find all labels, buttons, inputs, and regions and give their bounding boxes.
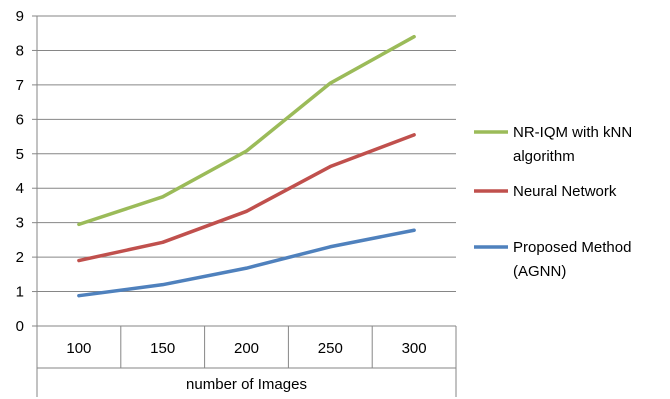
x-axis-categories: 100 150 200 250 300	[66, 340, 426, 357]
y-tick-label: 3	[16, 215, 24, 232]
data-point	[412, 133, 416, 137]
x-axis-title: number of Images	[186, 376, 307, 393]
y-tick-label: 8	[16, 42, 24, 59]
gridlines	[37, 15, 456, 327]
x-category-label: 300	[402, 340, 427, 357]
data-point	[328, 245, 332, 249]
x-category-label: 100	[66, 340, 91, 357]
data-point	[77, 222, 81, 226]
y-tick-label: 2	[16, 249, 24, 266]
data-point	[328, 81, 332, 85]
y-tick-label: 5	[16, 146, 24, 163]
y-tick-label: 7	[16, 77, 24, 94]
y-tick-label: 9	[16, 8, 24, 25]
series-lines	[77, 34, 416, 298]
legend: NR-IQM with kNN algorithm Neural Network Pr…	[474, 124, 632, 280]
x-category-label: 250	[318, 340, 343, 357]
data-point	[161, 240, 165, 244]
x-category-label: 200	[234, 340, 259, 357]
y-tick-label: 0	[16, 318, 24, 335]
data-point	[161, 195, 165, 199]
data-point	[245, 209, 248, 213]
data-point	[161, 283, 165, 287]
data-point	[77, 294, 81, 298]
y-tick-label: 1	[16, 284, 24, 301]
data-point	[412, 228, 416, 232]
y-axis-ticks: 0 1 2 3 4 5 6 7 8 9	[16, 8, 24, 335]
legend-label: Neural Network	[513, 183, 617, 200]
legend-label: Proposed Method (AGNN)	[513, 239, 631, 280]
data-point	[328, 165, 332, 169]
legend-label: NR-IQM with kNN algorithm	[513, 124, 632, 165]
series-line	[77, 34, 416, 227]
data-point	[245, 149, 248, 153]
y-tick-label: 6	[16, 111, 24, 128]
data-point	[245, 266, 248, 270]
x-category-label: 150	[150, 340, 175, 357]
data-point	[77, 259, 81, 263]
series-line	[77, 228, 416, 298]
axes	[32, 15, 457, 397]
y-tick-label: 4	[16, 180, 24, 197]
data-point	[412, 35, 416, 39]
